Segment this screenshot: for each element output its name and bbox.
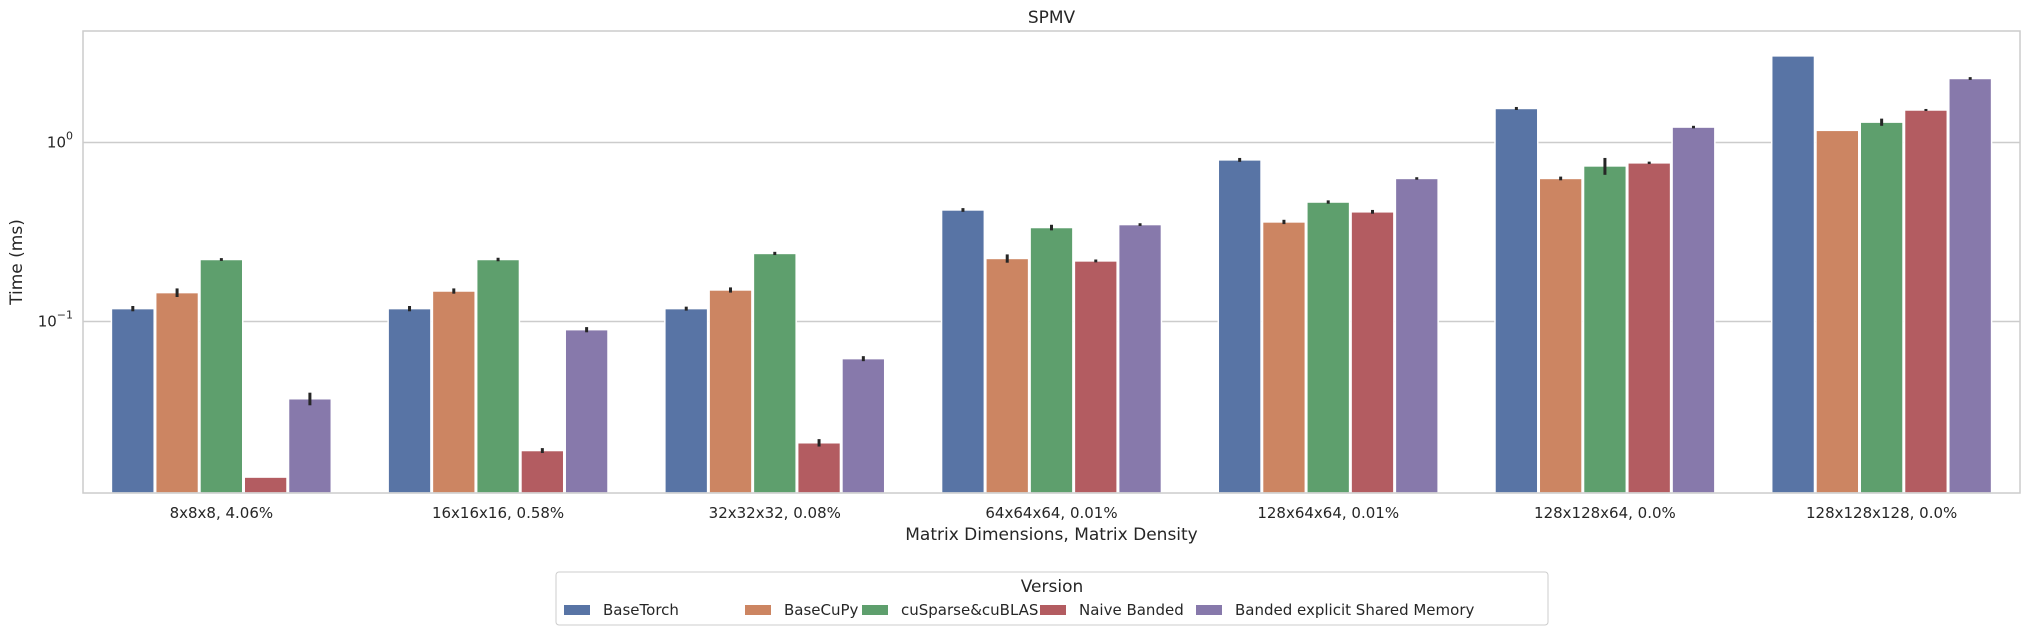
bar bbox=[1859, 121, 1904, 494]
legend-swatch bbox=[745, 605, 771, 615]
bar bbox=[1117, 223, 1163, 494]
bar bbox=[752, 252, 797, 494]
bar bbox=[1948, 77, 1993, 494]
legend-label: BaseCuPy bbox=[784, 601, 859, 619]
bar bbox=[708, 289, 753, 494]
bar bbox=[154, 291, 200, 494]
bar bbox=[431, 290, 476, 494]
bar bbox=[1627, 162, 1672, 494]
legend-swatch bbox=[1196, 605, 1222, 615]
bar bbox=[287, 397, 333, 494]
x-tick-label: 128x128x64, 0.0% bbox=[1534, 504, 1676, 522]
x-tick-labels: 8x8x8, 4.06% 16x16x16, 0.58% 32x32x32, 0.0… bbox=[170, 504, 1958, 522]
legend-swatch bbox=[564, 605, 590, 615]
error-bars bbox=[131, 77, 1972, 454]
plot-frame bbox=[82, 30, 2021, 494]
bar bbox=[564, 328, 609, 494]
x-tick-label: 128x128x128, 0.0% bbox=[1806, 504, 1957, 522]
chart-title: SPMV bbox=[1028, 8, 1076, 28]
y-tick-label: 100 bbox=[47, 130, 73, 152]
legend-swatch bbox=[862, 605, 888, 615]
legend-label: cuSparse&cuBLAS bbox=[901, 601, 1038, 619]
bar bbox=[1815, 129, 1860, 494]
bar bbox=[664, 307, 709, 494]
bar bbox=[1073, 260, 1118, 494]
legend-swatch bbox=[1040, 605, 1066, 615]
bar bbox=[1582, 165, 1628, 494]
bar bbox=[1350, 211, 1395, 494]
bar bbox=[1903, 109, 1949, 494]
bar bbox=[1217, 159, 1262, 494]
legend-title: Version bbox=[1021, 577, 1084, 597]
x-axis-title: Matrix Dimensions, Matrix Density bbox=[905, 525, 1198, 545]
x-tick-label: 16x16x16, 0.58% bbox=[432, 504, 564, 522]
legend-box bbox=[555, 571, 1549, 626]
bar bbox=[1306, 201, 1351, 494]
bar bbox=[1494, 107, 1539, 494]
bar bbox=[1261, 221, 1307, 494]
legend-label: BaseTorch bbox=[603, 601, 679, 619]
bar bbox=[1671, 126, 1716, 494]
y-tick-labels: 10−1 100 bbox=[38, 130, 73, 331]
bar bbox=[1029, 226, 1074, 494]
legend-label: Naive Banded bbox=[1079, 601, 1184, 619]
legend-items: BaseTorch BaseCuPy cuSparse&cuBLAS Naive Ba… bbox=[564, 601, 1474, 619]
x-tick-label: 8x8x8, 4.06% bbox=[170, 504, 274, 522]
bar bbox=[1770, 55, 1816, 494]
bar bbox=[520, 449, 565, 494]
legend: Version BaseTorch BaseCuPy cuSparse&cuBLAS… bbox=[555, 571, 1549, 626]
bar bbox=[475, 258, 521, 494]
bars bbox=[110, 55, 1993, 494]
bar bbox=[243, 476, 288, 494]
bar bbox=[940, 209, 986, 494]
y-axis-title: Time (ms) bbox=[7, 219, 27, 306]
bar bbox=[110, 307, 155, 494]
x-tick-label: 64x64x64, 0.01% bbox=[985, 504, 1117, 522]
bar bbox=[387, 307, 432, 494]
bar bbox=[796, 441, 842, 494]
x-tick-label: 128x64x64, 0.01% bbox=[1257, 504, 1399, 522]
bar bbox=[199, 258, 244, 494]
x-tick-label: 32x32x32, 0.08% bbox=[709, 504, 841, 522]
bar bbox=[841, 357, 886, 494]
y-tick-label: 10−1 bbox=[38, 308, 73, 330]
bar bbox=[1394, 177, 1439, 494]
legend-label: Banded explicit Shared Memory bbox=[1235, 601, 1474, 619]
bar bbox=[1538, 177, 1583, 494]
bar bbox=[985, 257, 1030, 494]
